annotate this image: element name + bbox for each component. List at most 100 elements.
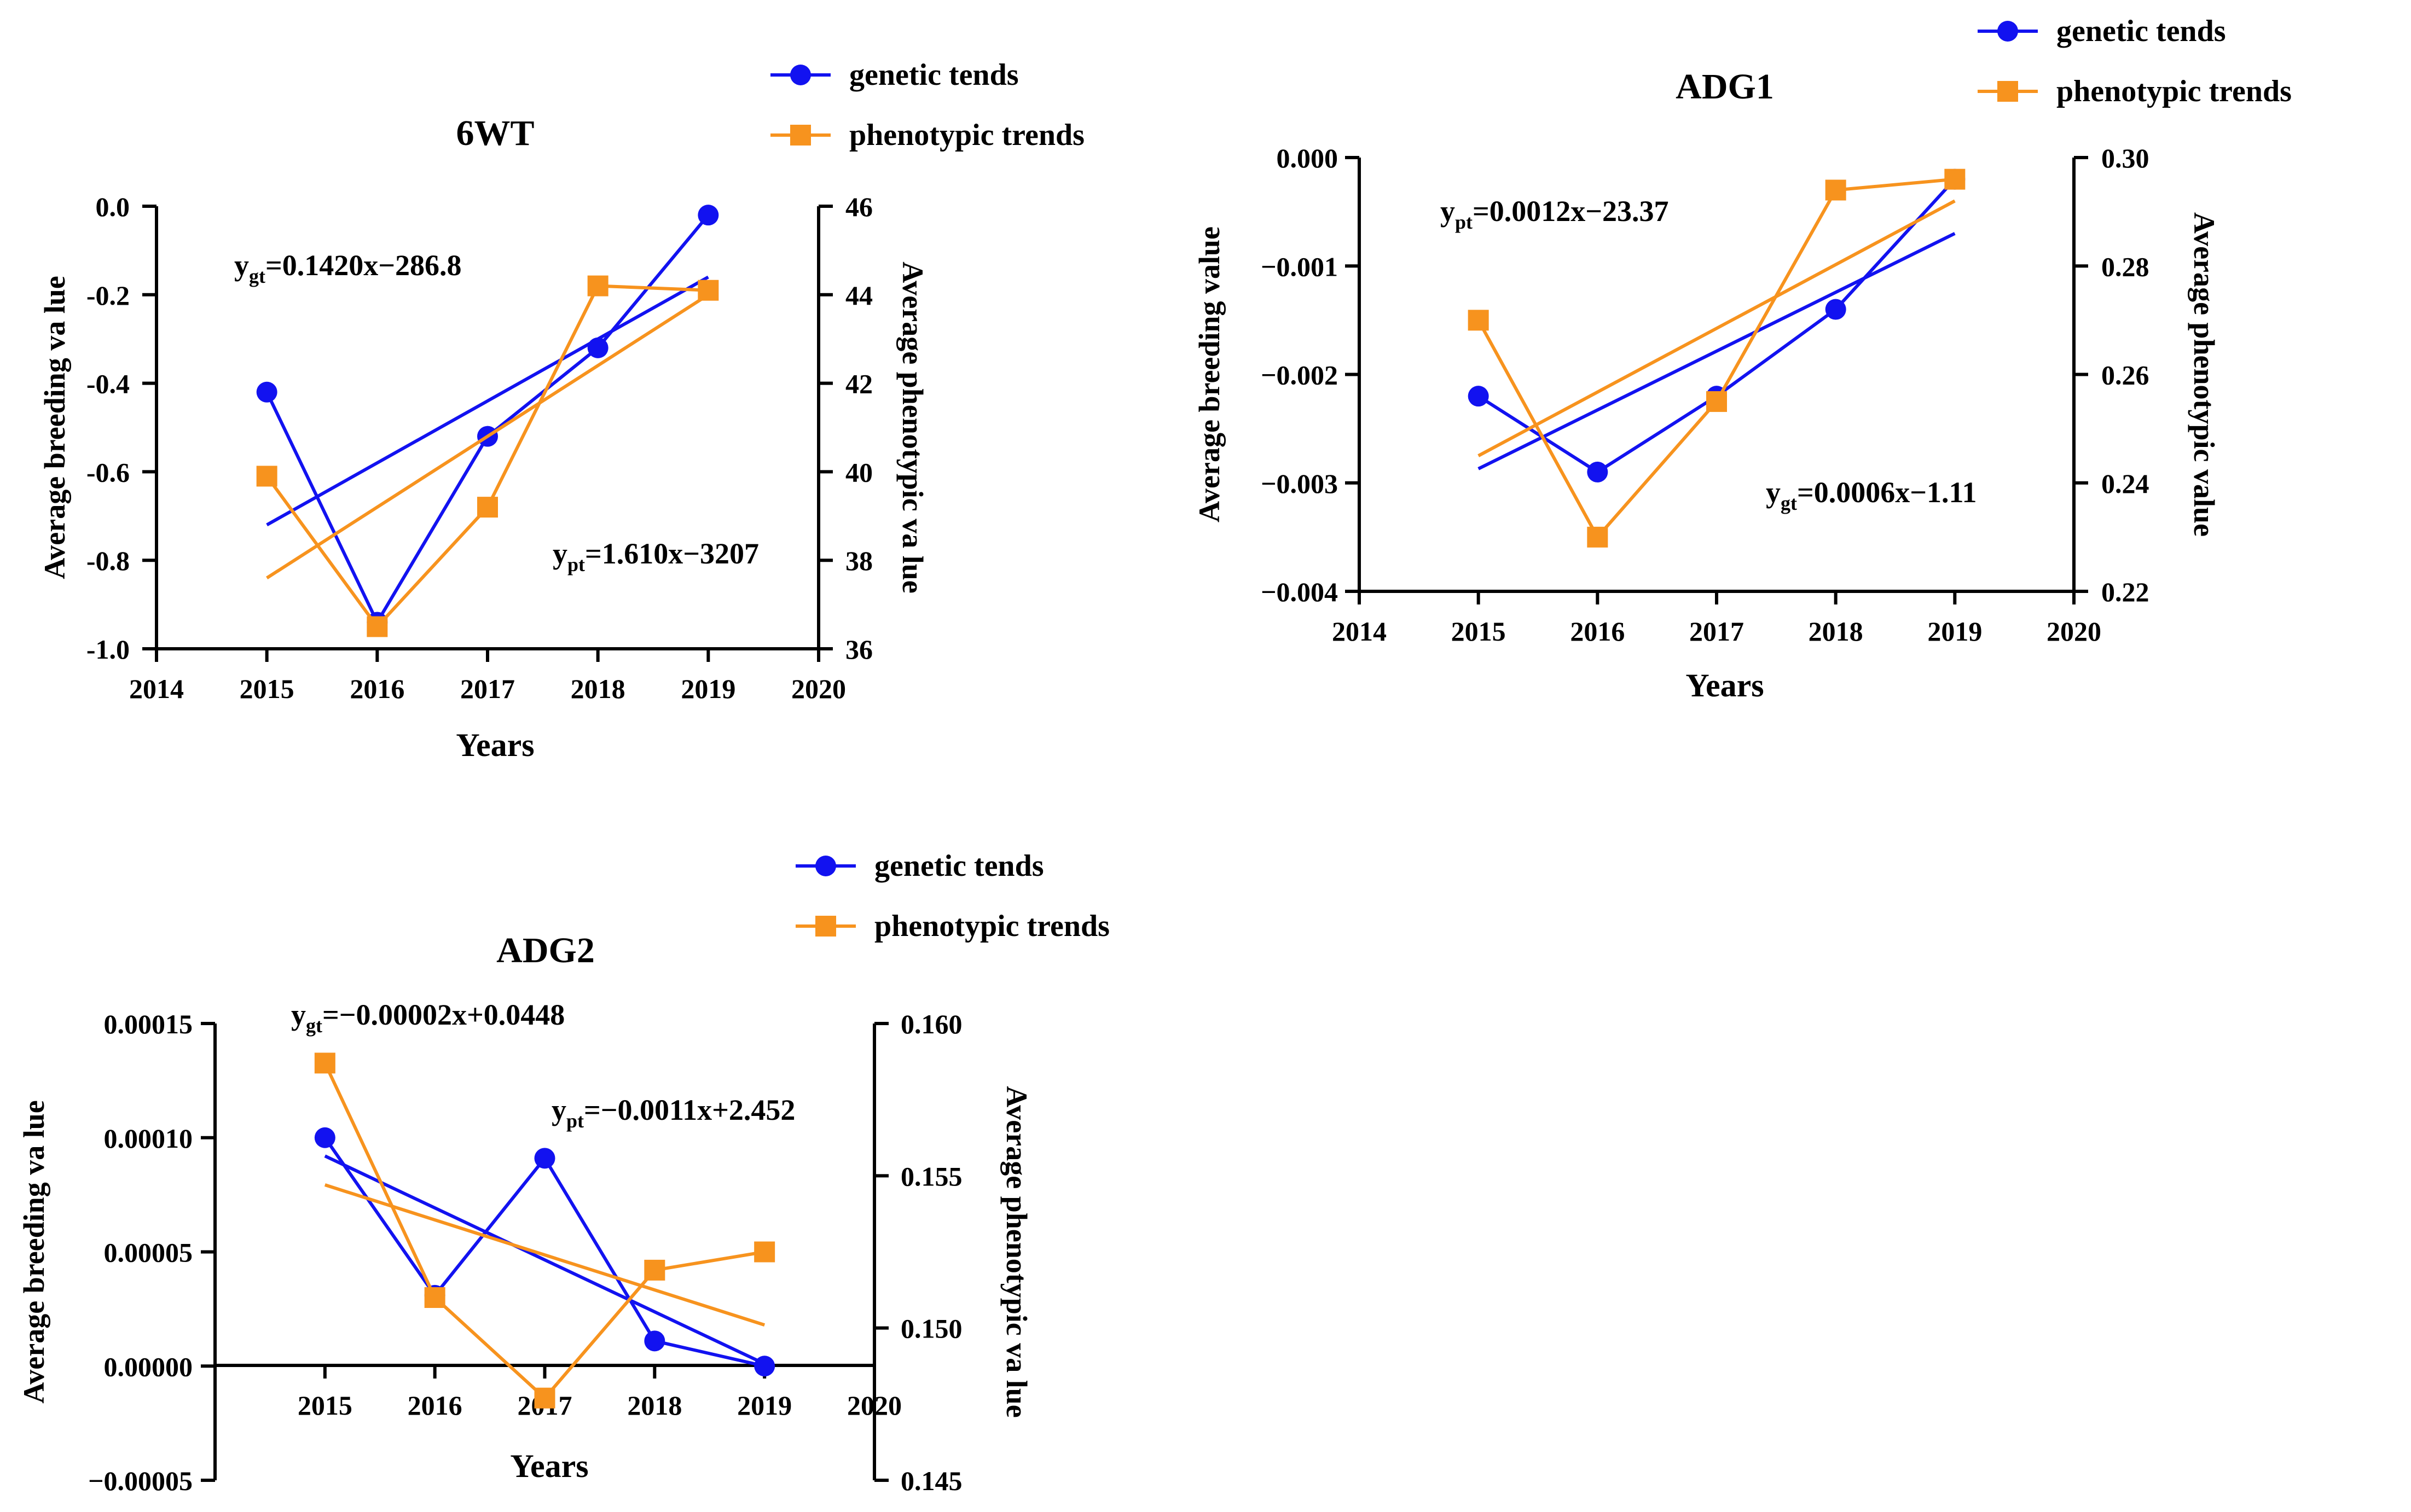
phenotypic-fit-line [1477, 199, 1956, 457]
x-axis-label: Years [456, 727, 534, 763]
phenotypic-legend-marker [815, 916, 836, 937]
equation-y: y [552, 1094, 566, 1126]
phenotypic-point [698, 280, 719, 301]
equation-subscript: pt [566, 1110, 584, 1132]
equation-body: =0.1420x−286.8 [265, 249, 462, 282]
x-tick-label: 2014 [129, 673, 184, 704]
y2-tick-label: 44 [845, 280, 873, 311]
x-tick-label: 2019 [681, 673, 735, 704]
x-tick-label: 2015 [240, 673, 294, 704]
y2-tick-label: 38 [845, 545, 873, 576]
x-tick-label: 2020 [2047, 616, 2101, 647]
y2-tick-label: 42 [845, 369, 873, 399]
y-tick-label: -0.8 [86, 545, 130, 576]
genetic-point [698, 205, 719, 226]
phenotypic-point [314, 1052, 335, 1074]
chart-title: ADG2 [496, 931, 595, 970]
genetic-point [754, 1356, 775, 1377]
genetic-point [1468, 386, 1489, 407]
x-tick-label: 2018 [627, 1390, 682, 1421]
legend-label: genetic tends [2056, 14, 2226, 48]
regression-equation: ypt=−0.0011x+2.452 [552, 1094, 795, 1132]
equation-subscript: pt [567, 554, 585, 575]
legend-label: phenotypic trends [849, 118, 1085, 152]
genetic-point [314, 1127, 335, 1148]
x-tick-label: 2016 [350, 673, 404, 704]
genetic-legend-marker [815, 856, 836, 876]
y-tick-label: −0.00005 [88, 1466, 193, 1496]
legend-label: phenotypic trends [874, 909, 1110, 943]
x-tick-label: 2016 [408, 1390, 462, 1421]
equation-y: y [1440, 195, 1455, 228]
y2-tick-label: 0.28 [2101, 251, 2149, 282]
phenotypic-point [534, 1387, 555, 1409]
y2-tick-label: 0.24 [2101, 468, 2149, 499]
equation-y: y [234, 249, 249, 282]
regression-equation: ypt=1.610x−3207 [553, 537, 759, 575]
phenotypic-point [587, 275, 608, 296]
y2-tick-label: 0.26 [2101, 360, 2149, 391]
equation-body: =−0.00002x+0.0448 [322, 998, 565, 1031]
x-tick-label: 2020 [847, 1390, 902, 1421]
x-tick-label: 2015 [298, 1390, 352, 1421]
legend-label: genetic tends [874, 849, 1044, 883]
y2-axis-label: Average phenotypic value [2188, 212, 2221, 537]
x-tick-label: 2019 [737, 1390, 792, 1421]
phenotypic-legend-marker [790, 125, 811, 146]
phenotypic-point [1825, 179, 1846, 201]
regression-equation: ygt=0.0006x−1.11 [1766, 476, 1977, 514]
x-tick-label: 2017 [1689, 616, 1744, 647]
phenotypic-point [1468, 310, 1489, 331]
equation-subscript: gt [1781, 492, 1797, 514]
y2-axis-label: Average phenotypic va lue [1000, 1086, 1033, 1417]
y-tick-label: 0.00005 [104, 1237, 193, 1268]
legend-label: phenotypic trends [2056, 74, 2292, 108]
x-axis-label: Years [1685, 667, 1764, 703]
phenotypic-point [424, 1287, 445, 1308]
genetic-point [534, 1148, 555, 1169]
y2-tick-label: 36 [845, 634, 873, 665]
y2-axis-label: Average phenotypic va lue [896, 261, 929, 593]
genetic-point [587, 337, 608, 358]
y-tick-label: 0.00010 [104, 1123, 193, 1154]
chart-adg1: 0.000 −0.001 −0.002 −0.003 −0.004 0.30 0.28 0.2… [1193, 14, 2292, 703]
chart-title: ADG1 [1676, 67, 1774, 107]
equation-subscript: gt [306, 1015, 322, 1037]
y-tick-label: 0.0 [96, 191, 130, 222]
y-axis-label: Average breeding value [1193, 226, 1226, 522]
phenotypic-fit-line [266, 293, 709, 580]
phenotypic-point [367, 616, 388, 637]
x-tick-label: 2015 [1451, 616, 1506, 647]
y-tick-label: -1.0 [86, 634, 130, 665]
equation-body: =−0.0011x+2.452 [584, 1094, 795, 1126]
x-axis-label: Years [510, 1448, 588, 1484]
genetic-point [644, 1330, 665, 1352]
y-tick-label: −0.002 [1261, 360, 1338, 391]
genetic-fit-line [324, 1154, 766, 1365]
phenotypic-point [1706, 391, 1727, 412]
regression-equation: ypt=0.0012x−23.37 [1440, 195, 1669, 233]
phenotypic-point [644, 1259, 665, 1281]
y2-tick-label: 0.150 [901, 1313, 963, 1344]
phenotypic-point [1944, 168, 1966, 190]
y2-tick-label: 0.155 [901, 1161, 963, 1191]
y-tick-label: -0.4 [86, 369, 130, 399]
y2-tick-label: 0.30 [2101, 143, 2149, 173]
phenotypic-fit-line [324, 1183, 766, 1327]
equation-subscript: pt [1455, 211, 1473, 233]
chart-title: 6WT [456, 113, 534, 153]
genetic-legend-marker [790, 65, 811, 85]
equation-body: =0.0012x−23.37 [1473, 195, 1669, 228]
y-axis-label: Average breeding va lue [18, 1100, 50, 1403]
phenotypic-point [754, 1241, 775, 1263]
y-tick-label: 0.00015 [104, 1009, 193, 1039]
genetic-fit-line [266, 275, 709, 527]
genetic-point [256, 381, 277, 403]
equation-body: =0.0006x−1.11 [1797, 476, 1977, 509]
y-tick-label: −0.001 [1261, 251, 1338, 282]
chart-6wt: 0.0 -0.2 -0.4 -0.6 -0.8 -1.0 46 44 42 40 38 36 2014 2… [38, 58, 1085, 763]
genetic-fit-line [1477, 232, 1956, 470]
x-tick-label: 2020 [791, 673, 846, 704]
equation-body: =1.610x−3207 [585, 537, 759, 570]
